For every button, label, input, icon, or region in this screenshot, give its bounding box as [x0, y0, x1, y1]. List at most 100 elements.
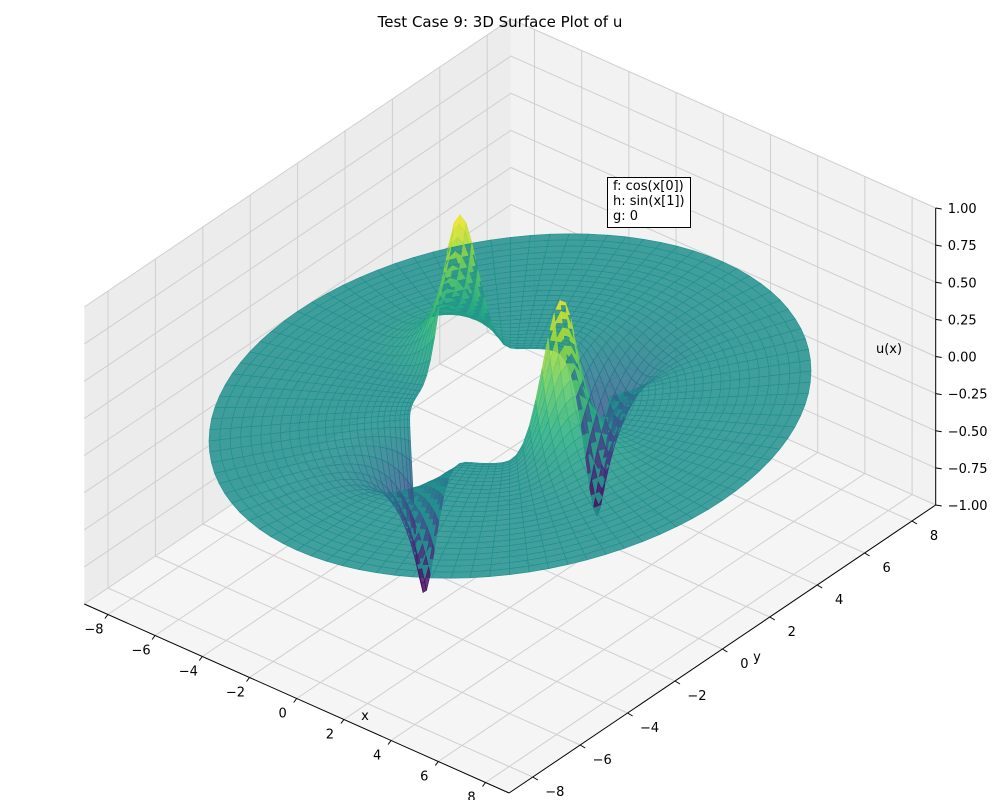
- z-tick-mark: [935, 356, 942, 358]
- surface-patch: [407, 427, 411, 442]
- surface-patch: [766, 354, 780, 367]
- surface-patch: [476, 497, 490, 503]
- surface-patch: [478, 471, 488, 476]
- chart-title: Test Case 9: 3D Surface Plot of u: [377, 13, 623, 31]
- surface-patch: [458, 547, 478, 555]
- z-tick-label: 0.25: [948, 313, 977, 328]
- surface-patch: [692, 390, 704, 399]
- y-tick-mark: [769, 616, 776, 621]
- x-tick-mark: [151, 635, 156, 640]
- surface-patch: [527, 326, 538, 331]
- surface-patch: [676, 391, 687, 400]
- z-tick-label: −0.25: [948, 388, 988, 403]
- surface-patch: [748, 367, 760, 379]
- x-tick-label: 0: [279, 707, 287, 722]
- surface-patch: [748, 376, 760, 388]
- surface-patch: [545, 245, 566, 253]
- surface-patch: [349, 430, 359, 439]
- x-tick-label: −6: [132, 644, 151, 659]
- surface-patch: [363, 416, 372, 424]
- z-tick-label: 0.00: [948, 351, 977, 366]
- surface-patch: [480, 484, 492, 490]
- surface-patch: [788, 361, 801, 374]
- surface-patch: [459, 511, 475, 517]
- grid-z: [84, 129, 936, 419]
- surface-patch: [449, 531, 468, 538]
- surface-patch: [462, 536, 480, 544]
- x-axis-label: x: [361, 709, 369, 724]
- surface-patch: [463, 501, 478, 508]
- surface-patch: [439, 553, 460, 561]
- surface-patch: [298, 421, 309, 431]
- surface-patch: [341, 431, 352, 440]
- tick-labels: −8 −6 −4 −2 0 2 4 6 8 −8 −6 −4 −2 0 2 4 6 8 −1.00 −0.75 −0.5…: [84, 202, 987, 800]
- surface-patch: [787, 350, 801, 364]
- surface-patch: [758, 375, 770, 387]
- surface-patch: [473, 481, 485, 486]
- x-tick-mark: [246, 677, 250, 682]
- y-tick-label: −6: [593, 753, 612, 768]
- surface-patch: [585, 233, 608, 242]
- surface-patch: [566, 233, 589, 241]
- surface-patch: [389, 427, 397, 438]
- surface-patch: [509, 330, 520, 335]
- surface-patch: [526, 329, 537, 335]
- surface-patch: [307, 421, 318, 430]
- surface-patch: [542, 257, 562, 265]
- x-tick-label: −2: [226, 686, 245, 701]
- surface-patch: [799, 359, 812, 373]
- z-tick-mark: [935, 244, 942, 247]
- surface-patch: [456, 516, 473, 522]
- grid-z: [84, 166, 936, 456]
- surface-patch: [641, 390, 650, 396]
- surface-patch: [654, 393, 664, 401]
- surface-patch: [788, 371, 801, 385]
- x-tick-mark: [293, 698, 298, 703]
- surface-patch: [363, 422, 372, 430]
- surface-patch: [778, 362, 791, 376]
- y-tick-label: 2: [788, 625, 796, 640]
- annotation-line-f: f: cos(x[0]): [613, 179, 684, 194]
- x-tick-mark: [340, 719, 345, 724]
- surface-patch: [383, 415, 391, 422]
- z-tick-mark: [935, 504, 942, 507]
- surface-patch: [460, 542, 479, 549]
- surface-patch: [684, 391, 695, 399]
- surface-patch: [799, 370, 812, 384]
- surface-patch: [389, 420, 396, 428]
- surface-patch: [677, 385, 687, 394]
- surface-patch: [469, 488, 482, 494]
- surface-patch: [270, 423, 282, 435]
- x-tick-mark: [387, 740, 392, 745]
- y-axis-label: y: [753, 650, 761, 665]
- surface-patch: [797, 348, 811, 363]
- surface-patch: [558, 257, 579, 265]
- surface-patch: [377, 415, 385, 423]
- surface-patch: [534, 295, 549, 301]
- surface-patch: [229, 436, 242, 450]
- surface-patch: [529, 313, 543, 320]
- surface-patch: [669, 386, 679, 394]
- surface-patch: [467, 520, 484, 528]
- grid-z: [84, 18, 936, 308]
- surface-patch: [548, 233, 570, 241]
- surface-patch: [711, 373, 722, 383]
- surface-patch: [560, 251, 581, 259]
- surface-patch: [655, 388, 664, 395]
- z-tick-mark: [935, 430, 942, 433]
- surface-patch: [529, 347, 538, 350]
- surface-patch: [475, 477, 486, 483]
- surface-patch: [403, 419, 409, 428]
- surface-patch: [447, 536, 466, 544]
- z-tick-label: 1.00: [948, 202, 977, 217]
- y-tick-mark: [911, 520, 918, 525]
- surface-patch: [537, 279, 554, 286]
- surface-patch: [454, 521, 471, 528]
- surface-patch: [456, 553, 476, 561]
- surface-patch: [768, 374, 780, 386]
- z-tick-mark: [935, 467, 942, 470]
- z-tick-label: −0.75: [948, 462, 988, 477]
- surface-patch: [452, 565, 474, 573]
- z-axis-label: u(x): [876, 342, 902, 357]
